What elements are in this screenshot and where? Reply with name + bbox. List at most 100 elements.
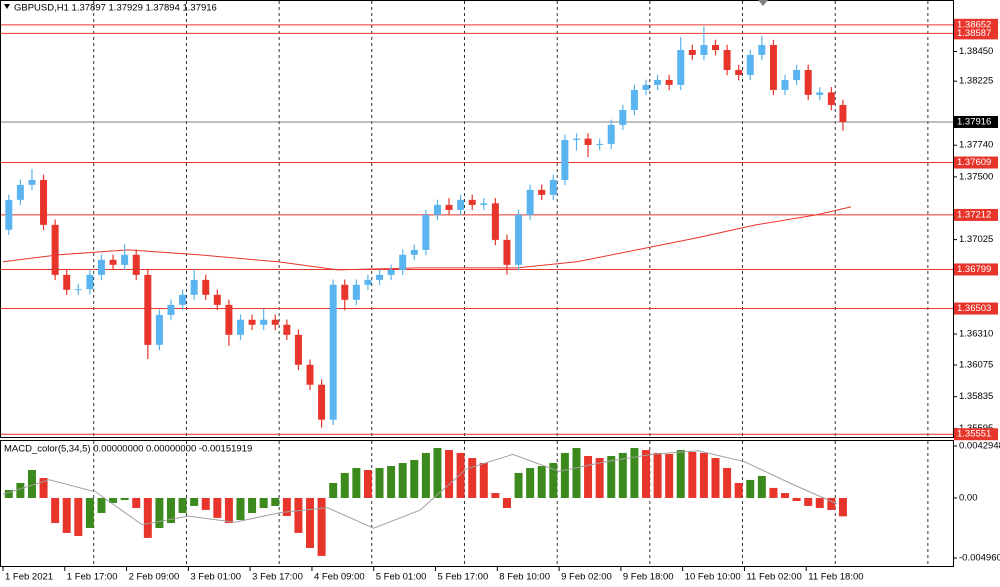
macd-bar bbox=[479, 463, 488, 498]
x-tick-label: 10 Feb 10:00 bbox=[685, 572, 741, 583]
candle-body bbox=[167, 304, 175, 315]
candle-body bbox=[225, 304, 233, 335]
candle-body bbox=[260, 319, 268, 325]
y-tick-label: 1.37500 bbox=[959, 171, 993, 182]
candle-body bbox=[86, 274, 94, 290]
level-label-box bbox=[954, 156, 998, 169]
y-tick-label: 1.38225 bbox=[959, 76, 993, 87]
candle-body bbox=[584, 138, 592, 145]
macd-bar bbox=[421, 452, 430, 498]
x-tick-label: 3 Feb 17:00 bbox=[252, 572, 303, 583]
candle-body bbox=[283, 324, 291, 335]
y-tick-label: 1.38450 bbox=[959, 46, 993, 57]
x-tick-label: 5 Feb 01:00 bbox=[376, 572, 427, 583]
candle-body bbox=[839, 104, 847, 122]
macd-bar bbox=[201, 497, 210, 510]
macd-bar bbox=[618, 452, 627, 498]
y-tick-label: 1.37740 bbox=[959, 140, 993, 151]
y-tick-label: 0.00 bbox=[959, 492, 978, 503]
y-tick-label: 1.35835 bbox=[959, 391, 993, 402]
macd-bar bbox=[526, 467, 535, 498]
candle-body bbox=[468, 199, 476, 205]
macd-bar bbox=[248, 497, 257, 513]
macd-bar bbox=[178, 497, 187, 513]
chart-title: GBPUSD,H1 1.37897 1.37929 1.37894 1.3791… bbox=[14, 3, 217, 14]
macd-bar bbox=[109, 497, 118, 503]
candle-body bbox=[572, 138, 580, 140]
macd-bar bbox=[549, 463, 558, 498]
macd-bar bbox=[39, 478, 48, 498]
candle-body bbox=[457, 199, 465, 210]
macd-bar bbox=[329, 482, 338, 498]
level-label: 1.37212 bbox=[957, 209, 991, 220]
level-label: 1.36799 bbox=[957, 264, 991, 275]
candle-body bbox=[735, 69, 743, 75]
level-label-box bbox=[954, 302, 998, 315]
candle-body bbox=[630, 89, 638, 110]
candle-body bbox=[376, 274, 384, 280]
level-label: 1.38587 bbox=[957, 28, 991, 39]
shift-marker[interactable] bbox=[758, 0, 768, 6]
level-label: 1.38652 bbox=[957, 19, 991, 30]
candle-body bbox=[526, 189, 534, 215]
y-tick-label: 0.0042948 bbox=[959, 441, 1000, 452]
candle-body bbox=[793, 69, 801, 81]
macd-bar bbox=[213, 497, 222, 518]
macd-bar bbox=[120, 497, 129, 501]
macd-bar bbox=[317, 497, 326, 556]
macd-bar bbox=[838, 497, 847, 517]
candle-body bbox=[433, 204, 441, 215]
candle-body bbox=[758, 45, 766, 55]
price-label-box bbox=[954, 115, 998, 128]
candle-body bbox=[596, 143, 604, 145]
macd-bar bbox=[132, 497, 141, 509]
candle-body bbox=[480, 203, 488, 205]
macd-bar bbox=[468, 458, 477, 498]
macd-bar bbox=[294, 497, 303, 533]
macd-bar bbox=[537, 466, 546, 498]
macd-bar bbox=[502, 497, 511, 509]
macd-bar bbox=[352, 467, 361, 498]
candle-body bbox=[538, 189, 546, 195]
collapse-arrow[interactable] bbox=[4, 4, 10, 9]
candle-body bbox=[237, 319, 244, 335]
x-tick-label: 5 Feb 17:00 bbox=[438, 572, 489, 583]
macd-bar bbox=[514, 472, 523, 498]
macd-bar bbox=[282, 497, 291, 517]
macd-bar bbox=[190, 497, 199, 506]
y-tick-label: 1.36310 bbox=[959, 329, 993, 340]
candle-body bbox=[827, 92, 835, 105]
macd-bar bbox=[827, 497, 836, 510]
candle-body bbox=[144, 274, 152, 345]
candle-body bbox=[341, 284, 349, 300]
x-tick-label: 11 Feb 02:00 bbox=[746, 572, 801, 583]
macd-bar bbox=[433, 447, 442, 498]
candle-body bbox=[642, 84, 650, 90]
candle-body bbox=[155, 314, 163, 345]
x-tick-label: 2 Feb 09:00 bbox=[129, 572, 180, 583]
x-tick-label: 1 Feb 2021 bbox=[5, 572, 53, 583]
candle-body bbox=[132, 254, 140, 275]
candle-body bbox=[364, 279, 372, 285]
macd-bar bbox=[236, 497, 245, 520]
level-label: 1.35551 bbox=[957, 429, 991, 440]
macd-bar bbox=[757, 475, 766, 498]
price-label: 1.37916 bbox=[957, 117, 991, 128]
candle-body bbox=[74, 289, 82, 291]
x-tick-label: 3 Feb 01:00 bbox=[190, 572, 241, 583]
moving-average bbox=[2, 206, 852, 271]
candle-body bbox=[700, 45, 708, 55]
macd-bar bbox=[641, 450, 650, 498]
signal-line bbox=[2, 450, 838, 529]
x-tick-label: 11 Feb 18:00 bbox=[808, 572, 863, 583]
macd-bar bbox=[653, 452, 662, 498]
candle-body bbox=[248, 319, 256, 325]
candle-body bbox=[190, 279, 198, 295]
macd-bar bbox=[398, 463, 407, 498]
macd-bar bbox=[665, 454, 674, 498]
macd-bar bbox=[410, 459, 419, 498]
x-tick-label: 4 Feb 09:00 bbox=[314, 572, 365, 583]
macd-bar bbox=[445, 450, 454, 498]
macd-bar bbox=[143, 497, 152, 538]
